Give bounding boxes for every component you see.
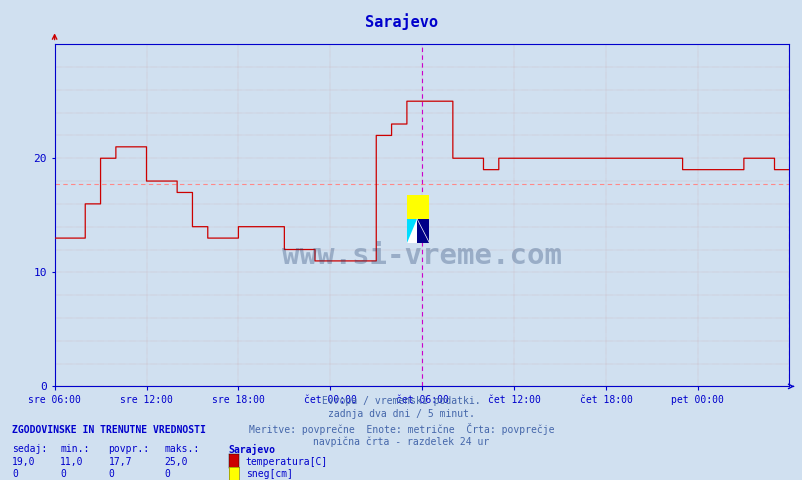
Text: zadnja dva dni / 5 minut.: zadnja dva dni / 5 minut. xyxy=(328,409,474,420)
Text: Sarajevo: Sarajevo xyxy=(229,444,276,455)
Text: 25,0: 25,0 xyxy=(164,457,188,467)
Text: 0: 0 xyxy=(164,469,170,480)
Text: ZGODOVINSKE IN TRENUTNE VREDNOSTI: ZGODOVINSKE IN TRENUTNE VREDNOSTI xyxy=(12,425,205,435)
Text: 17,7: 17,7 xyxy=(108,457,132,467)
Text: povpr.:: povpr.: xyxy=(108,444,149,454)
Text: sneg[cm]: sneg[cm] xyxy=(245,469,293,480)
Text: 0: 0 xyxy=(60,469,66,480)
Text: temperatura[C]: temperatura[C] xyxy=(245,457,327,467)
Text: sedaj:: sedaj: xyxy=(12,444,47,454)
Text: www.si-vreme.com: www.si-vreme.com xyxy=(282,242,561,270)
Text: 0: 0 xyxy=(108,469,114,480)
Polygon shape xyxy=(407,219,416,243)
Polygon shape xyxy=(416,219,429,243)
Text: 19,0: 19,0 xyxy=(12,457,35,467)
Text: Meritve: povprečne  Enote: metrične  Črta: povprečje: Meritve: povprečne Enote: metrične Črta:… xyxy=(249,423,553,435)
Text: 0: 0 xyxy=(12,469,18,480)
Text: Sarajevo: Sarajevo xyxy=(365,13,437,30)
Text: maks.:: maks.: xyxy=(164,444,200,454)
Text: min.:: min.: xyxy=(60,444,90,454)
Polygon shape xyxy=(416,219,429,243)
Text: Evropa / vremenski podatki.: Evropa / vremenski podatki. xyxy=(322,396,480,406)
Polygon shape xyxy=(407,195,429,219)
Text: navpična črta - razdelek 24 ur: navpična črta - razdelek 24 ur xyxy=(313,436,489,447)
Text: 11,0: 11,0 xyxy=(60,457,83,467)
